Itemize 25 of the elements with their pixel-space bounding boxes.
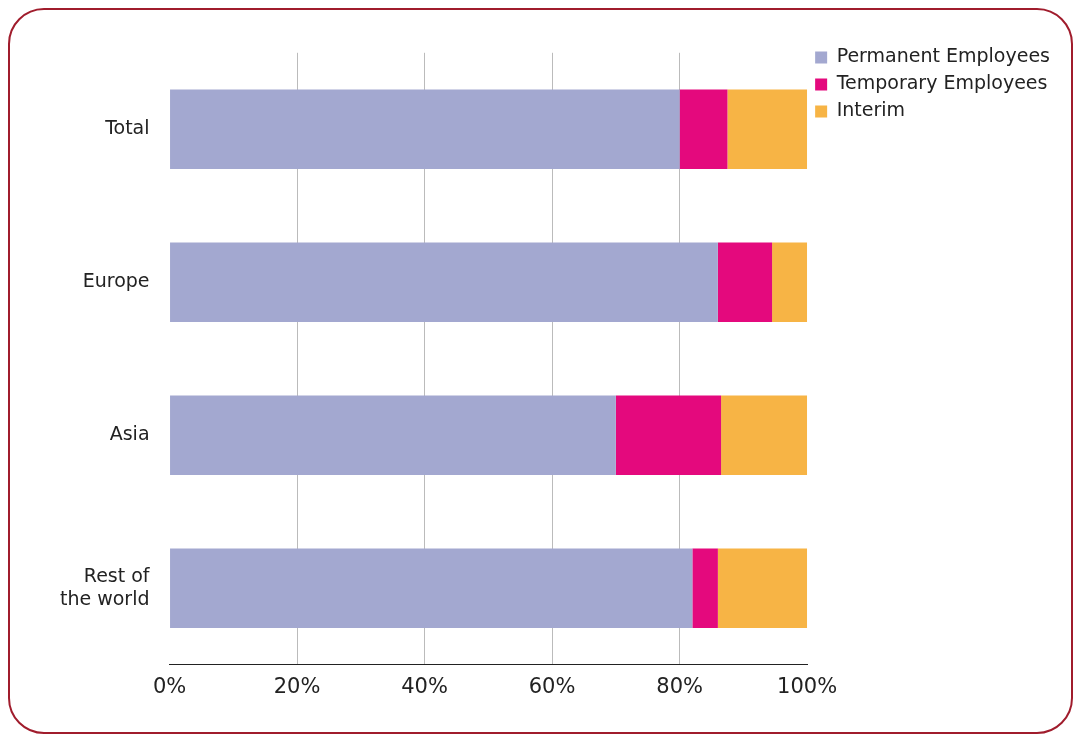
bar (170, 242, 718, 323)
x-tick-label: 0% (152, 673, 187, 698)
bar (772, 242, 808, 323)
legend-label: Permanent Employees (836, 44, 1051, 67)
bar (170, 548, 693, 629)
y-tick-label: Total (104, 116, 150, 139)
bar (721, 395, 808, 476)
x-tick-label: 100% (777, 673, 838, 698)
bar (170, 395, 616, 476)
x-tick-label: 20% (273, 673, 321, 698)
y-tick-label: Rest of the world (59, 563, 151, 609)
bar (727, 89, 808, 170)
bar (717, 242, 773, 323)
bar (615, 395, 722, 476)
bar (170, 89, 680, 170)
x-tick-label: 40% (401, 673, 448, 698)
x-tick-label: 60% (528, 673, 576, 698)
legend-label: Interim (836, 98, 906, 121)
bar (692, 548, 718, 629)
y-tick-label: Europe (82, 269, 150, 292)
y-tick-label: Asia (109, 422, 150, 445)
legend-label: Temporary Employees (835, 71, 1048, 94)
bar (679, 89, 728, 170)
x-tick-label: 80% (656, 673, 703, 698)
bar (717, 548, 808, 629)
